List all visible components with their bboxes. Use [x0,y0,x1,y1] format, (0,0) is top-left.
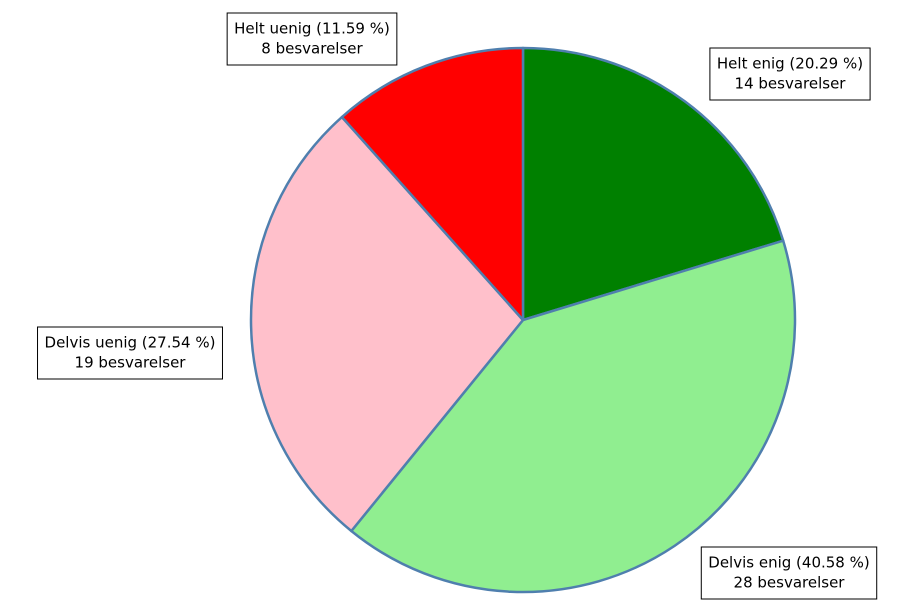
slice-label: Helt uenig (11.59 %) 8 besvarelser [226,12,398,66]
category-label: Helt uenig (11.59 %) [234,20,390,38]
value-label: 8 besvarelser [261,40,363,58]
slice-label: Helt enig (20.29 %) 14 besvarelser [709,47,871,101]
category-label: Delvis enig (40.58 %) [708,554,869,572]
slice-label: Delvis enig (40.58 %) 28 besvarelser [700,546,878,600]
label-box [37,326,223,380]
value-label: 19 besvarelser [75,354,187,372]
label-box [226,12,398,66]
category-label: Delvis uenig (27.54 %) [45,334,216,352]
label-box [709,47,871,101]
pie-slice [521,46,785,322]
pie-slice [249,115,525,533]
category-label: Helt enig (20.29 %) [717,55,863,73]
pie-slice [350,239,797,594]
pie-slice [340,46,525,322]
label-box [700,546,878,600]
slice-label: Delvis uenig (27.54 %) 19 besvarelser [37,326,223,380]
value-label: 14 besvarelser [735,75,847,93]
value-label: 28 besvarelser [734,574,846,592]
